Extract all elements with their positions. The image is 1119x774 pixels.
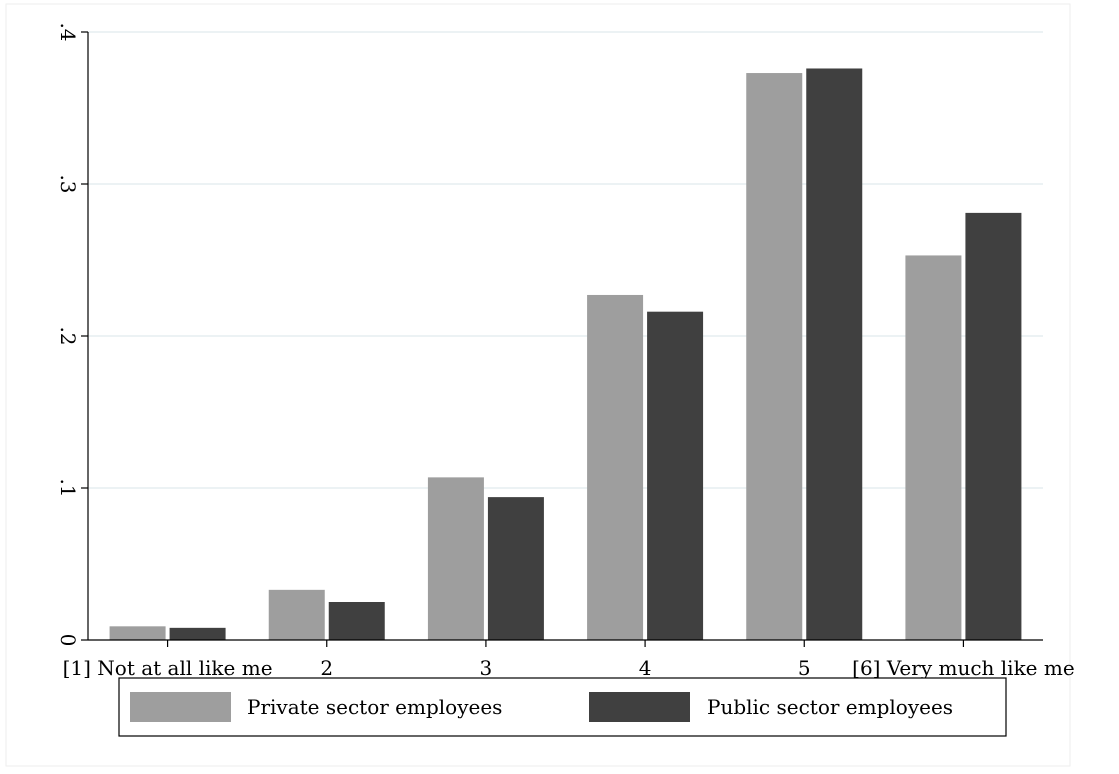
legend-label-private: Private sector employees [247,695,502,719]
y-tick-label: 0 [56,634,80,647]
x-tick-labels: [1] Not at all like me 2 3 4 5 [6] Very much … [63,656,1075,680]
grid-lines [88,31,1043,489]
bar-private-5 [746,73,803,641]
x-tick-label: 5 [798,656,811,680]
x-tick-label: [1] Not at all like me [63,656,273,680]
bar-private-6 [905,255,962,640]
bars [109,68,1022,641]
outer-frame [5,3,1071,767]
bar-public-5 [806,68,863,641]
x-tick-label: 3 [480,656,493,680]
x-tick-label: 4 [639,656,652,680]
y-tick-labels: 0 .1 .2 .3 .4 [56,22,80,646]
bar-public-1 [169,627,226,640]
bar-private-1 [109,626,166,640]
legend-box [118,677,1007,737]
axes [81,31,1043,647]
y-tick-label: .1 [56,478,80,497]
x-tick-label: [6] Very much like me [852,656,1075,680]
y-tick-label: .2 [56,326,80,345]
bar-public-2 [328,602,385,640]
bar-public-4 [647,311,704,640]
legend-label-public: Public sector employees [707,695,953,719]
y-tick-label: .4 [56,22,80,41]
x-tick-label: 2 [320,656,333,680]
bar-private-2 [268,589,325,640]
legend: Private sector employees Public sector em… [118,677,1007,737]
bar-public-6 [965,212,1022,640]
bar-private-4 [587,294,644,640]
legend-swatch-public [589,692,690,722]
y-tick-label: .3 [56,174,80,193]
bar-private-3 [427,477,484,640]
legend-swatch-private [130,692,231,722]
bar-public-3 [487,497,544,640]
